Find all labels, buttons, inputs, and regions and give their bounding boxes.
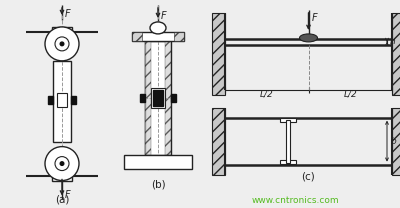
Circle shape: [45, 27, 79, 61]
Text: F: F: [312, 13, 317, 23]
Bar: [132, 32, 184, 41]
Text: www.cntronics.com: www.cntronics.com: [251, 197, 339, 206]
Text: L/2: L/2: [343, 90, 357, 99]
Circle shape: [60, 162, 64, 165]
Bar: [132, 32, 142, 41]
Ellipse shape: [300, 34, 318, 42]
Bar: [165, 41, 171, 155]
Bar: [71, 96, 76, 104]
Text: (a): (a): [55, 194, 69, 204]
Bar: [392, 13, 400, 95]
Text: (b): (b): [151, 180, 165, 189]
Bar: [145, 41, 171, 155]
Text: F: F: [65, 189, 71, 199]
Bar: [57, 93, 67, 107]
Bar: [286, 120, 290, 163]
Bar: [151, 88, 165, 108]
Circle shape: [55, 37, 69, 51]
Bar: [280, 160, 296, 164]
Bar: [145, 41, 151, 155]
Text: (c): (c): [302, 172, 315, 182]
Bar: [174, 32, 184, 41]
Text: h: h: [390, 37, 396, 46]
Circle shape: [55, 157, 69, 171]
Circle shape: [60, 42, 64, 46]
Bar: [212, 108, 225, 175]
Text: F: F: [161, 11, 167, 21]
Bar: [52, 27, 72, 32]
Text: L/2: L/2: [260, 90, 274, 99]
Text: b: b: [391, 137, 397, 146]
Bar: [153, 90, 163, 106]
Bar: [212, 13, 225, 95]
Bar: [124, 155, 192, 168]
Bar: [140, 94, 145, 102]
Bar: [171, 94, 176, 102]
Ellipse shape: [150, 22, 166, 34]
Circle shape: [45, 147, 79, 181]
Bar: [280, 118, 296, 122]
Bar: [52, 176, 72, 181]
Bar: [392, 108, 400, 175]
Text: F: F: [65, 9, 71, 19]
Bar: [53, 61, 71, 142]
Bar: [48, 96, 53, 104]
